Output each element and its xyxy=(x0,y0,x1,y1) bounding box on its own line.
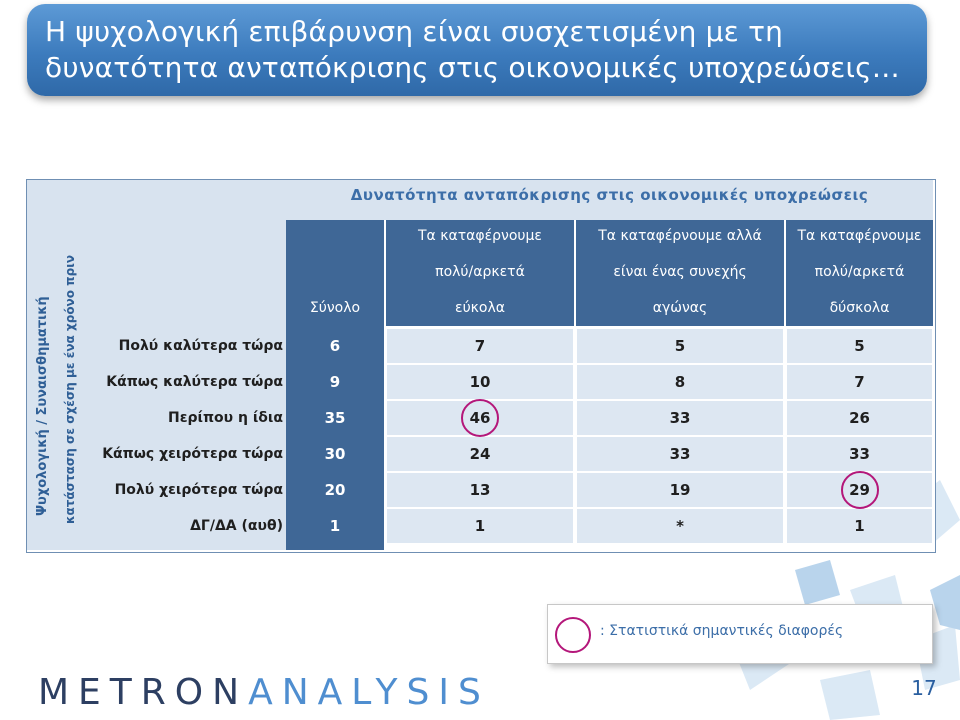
column-header-line: δύσκολα xyxy=(829,300,890,316)
column-header-0: Σύνολο xyxy=(286,220,384,326)
table-cell: 1 xyxy=(787,509,932,543)
table-cell: 30 xyxy=(324,445,346,463)
super-header-band xyxy=(286,180,933,220)
table-cell: 35 xyxy=(324,409,346,427)
crosstab-table: Δυνατότητα ανταπόκρισης στις οικονομικές… xyxy=(26,179,936,553)
table-cell: 8 xyxy=(577,365,783,399)
table-cell: 1 xyxy=(387,509,573,543)
super-header: Δυνατότητα ανταπόκρισης στις οικονομικές… xyxy=(350,186,869,204)
row-label: Πολύ καλύτερα τώρα xyxy=(118,338,283,354)
column-header-line: Σύνολο xyxy=(309,300,361,316)
slide-title: Η ψυχολογική επιβάρυνση είναι συσχετισμέ… xyxy=(45,15,901,84)
table-cell: 20 xyxy=(324,481,346,499)
logo-part-1: METRON xyxy=(38,672,249,713)
row-label: Περίπου η ίδια xyxy=(168,410,283,426)
table-cell: * xyxy=(577,509,783,543)
significance-circle-icon xyxy=(555,617,591,653)
column-header-2: Τα καταφέρνουμε αλλά είναι ένας συνεχής αγ… xyxy=(576,220,784,326)
column-header-line: Τα καταφέρνουμε xyxy=(417,228,543,244)
column-header-3: Τα καταφέρνουμε πολύ/αρκετά δύσκολα xyxy=(786,220,933,326)
table-cell: 33 xyxy=(787,437,932,471)
row-axis-label-line1: Ψυχολογική / Συναισθηματική xyxy=(35,296,50,516)
column-header-1: Τα καταφέρνουμε πολύ/αρκετά εύκολα xyxy=(386,220,574,326)
table-cell: 5 xyxy=(577,329,783,363)
table-cell: 33 xyxy=(577,401,783,435)
row-axis-label-line2: κατάσταση σε σχέση με ένα χρόνο πριν xyxy=(63,254,77,524)
column-header-line: πολύ/αρκετά xyxy=(435,264,525,280)
table-cell: 26 xyxy=(787,401,932,435)
row-header-panel xyxy=(27,180,286,550)
column-header-line: αγώνας xyxy=(652,300,708,316)
row-label: Κάπως χειρότερα τώρα xyxy=(102,446,283,462)
significance-highlight-circle xyxy=(461,399,499,437)
row-label: Πολύ χειρότερα τώρα xyxy=(114,482,283,498)
column-header-line: εύκολα xyxy=(455,300,505,316)
row-label: Κάπως καλύτερα τώρα xyxy=(106,374,283,390)
column-header-line: Τα καταφέρνουμε αλλά xyxy=(598,228,762,244)
table-cell: 9 xyxy=(329,373,341,391)
table-cell: 19 xyxy=(577,473,783,507)
table-cell: 7 xyxy=(387,329,573,363)
table-cell: 24 xyxy=(387,437,573,471)
table-cell: 7 xyxy=(787,365,932,399)
table-cell: 10 xyxy=(387,365,573,399)
column-header-line: πολύ/αρκετά xyxy=(814,264,905,280)
table-cell: 13 xyxy=(387,473,573,507)
column-header-line: είναι ένας συνεχής xyxy=(613,264,747,280)
table-cell: 5 xyxy=(787,329,932,363)
page-number: 17 xyxy=(911,676,937,700)
row-label: ΔΓ/ΔΑ (αυθ) xyxy=(190,518,283,534)
total-column-fill xyxy=(286,326,384,550)
table-cell: 33 xyxy=(577,437,783,471)
table-cell: 6 xyxy=(329,337,341,355)
column-header-line: Τα καταφέρνουμε xyxy=(797,228,922,244)
metron-analysis-logo: METRONANALYSIS xyxy=(38,672,490,713)
title-bar: Η ψυχολογική επιβάρυνση είναι συσχετισμέ… xyxy=(27,4,927,96)
table-cell: 1 xyxy=(329,517,341,535)
legend: : Στατιστικά σημαντικές διαφορές xyxy=(547,604,933,664)
significance-highlight-circle xyxy=(840,471,879,509)
logo-part-2: ANALYSIS xyxy=(248,672,490,713)
legend-text: : Στατιστικά σημαντικές διαφορές xyxy=(600,623,844,639)
